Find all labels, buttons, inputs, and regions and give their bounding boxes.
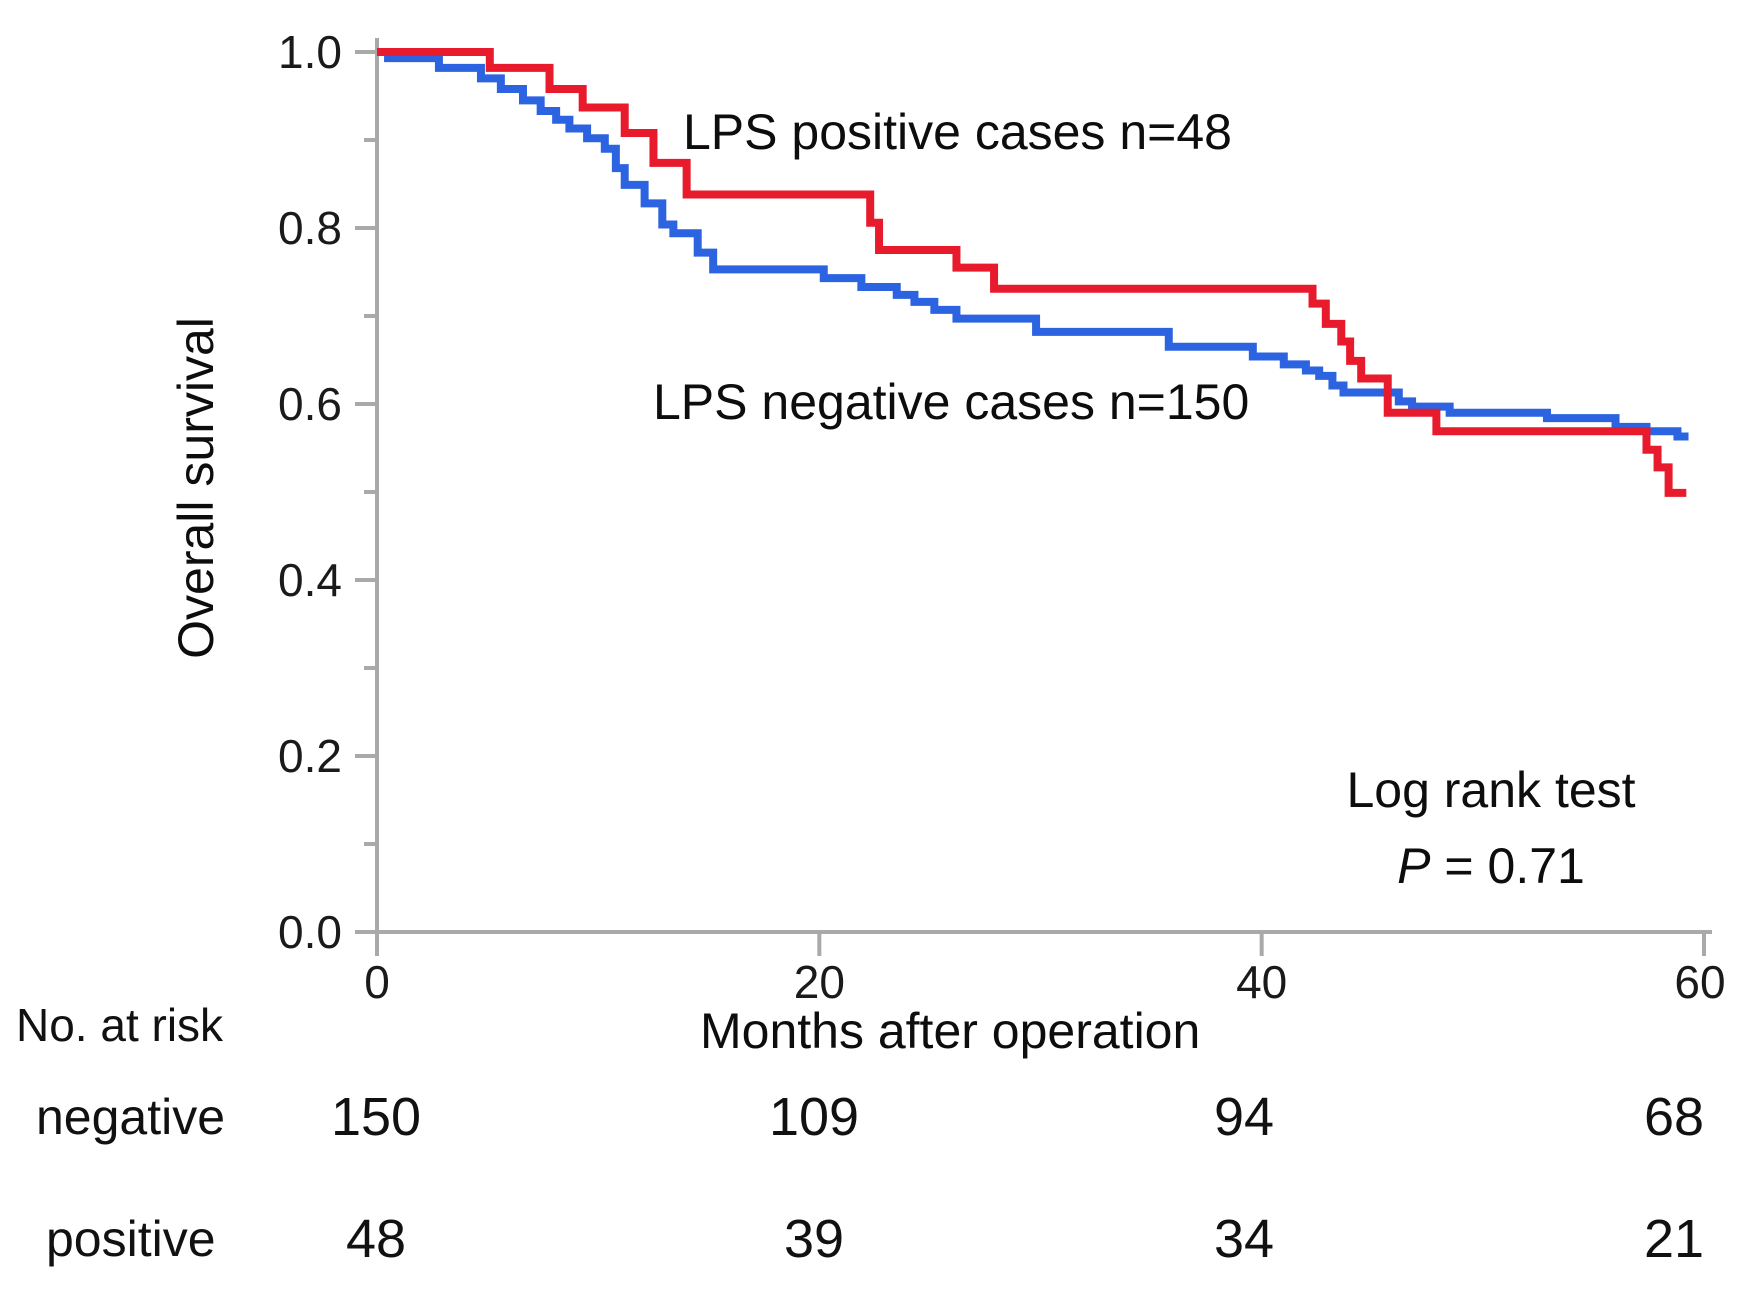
survival-curve-positive [377,48,1687,497]
x-axis-title: Months after operation [700,1003,1201,1059]
at-risk-heading: No. at risk [16,999,224,1051]
at-risk-value: 94 [1213,1087,1275,1147]
at-risk-row-label-positive: positive [46,1211,216,1267]
x-tick-label: 20 [794,956,845,1008]
at-risk-value: 150 [330,1087,422,1147]
x-tick-label: 40 [1236,956,1287,1008]
at-risk-value: 34 [1213,1209,1275,1269]
p-value: = 0.71 [1430,838,1585,894]
curve-label-negative: LPS negative cases n=150 [653,374,1250,430]
y-tick-label: 0.8 [278,202,342,254]
logrank-test-label: Log rank test [1346,762,1636,818]
p-value-text: P = 0.71 [1346,828,1635,904]
at-risk-value: 48 [345,1209,407,1269]
x-tick-label: 60 [1674,956,1725,1008]
curve-label-positive: LPS positive cases n=48 [683,104,1232,160]
y-tick-label: 0.0 [278,906,342,958]
p-symbol: P [1397,838,1431,894]
y-tick-label: 0.6 [278,378,342,430]
at-risk-value: 109 [768,1087,860,1147]
x-tick-label: 0 [364,956,390,1008]
at-risk-value: 39 [783,1209,845,1269]
at-risk-row-label-negative: negative [36,1089,226,1145]
at-risk-value: 68 [1643,1087,1705,1147]
y-axis-title: Overall survival [168,317,224,659]
y-tick-label: 1.0 [278,26,342,78]
at-risk-value: 21 [1643,1209,1705,1269]
y-tick-label: 0.2 [278,730,342,782]
logrank-annotation: Log rank test P = 0.71 [1346,752,1635,904]
y-tick-label: 0.4 [278,554,342,606]
survival-curve-negative [377,48,1689,441]
